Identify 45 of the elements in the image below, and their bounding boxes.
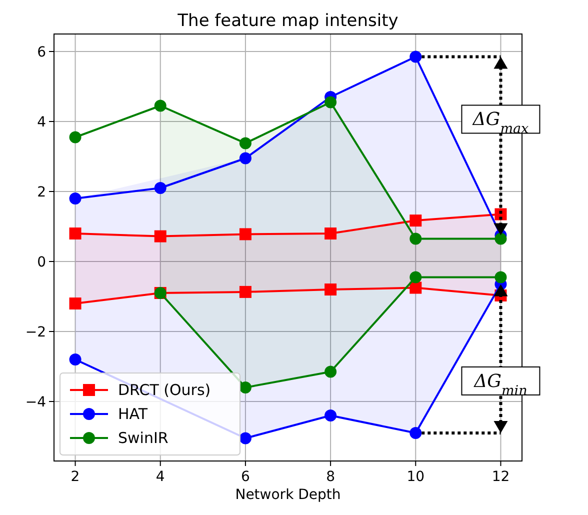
annotation: ΔG$_{max}$	[472, 109, 530, 138]
y-tick-label: 4	[37, 114, 46, 130]
point	[410, 271, 422, 284]
point	[239, 432, 252, 444]
point	[324, 284, 337, 296]
x-axis-title: Network Depth	[235, 487, 341, 503]
x-tick-label: 4	[156, 469, 165, 485]
point	[410, 427, 422, 439]
y-tick-label: −2	[25, 324, 46, 340]
point	[239, 152, 252, 164]
x-tick-label: 10	[406, 469, 425, 485]
point	[69, 131, 82, 144]
point	[69, 192, 82, 204]
point	[410, 50, 422, 63]
point	[69, 228, 82, 240]
x-tick-label: 12	[492, 469, 510, 485]
point	[494, 232, 507, 245]
point	[154, 230, 166, 242]
x-tick-label: 2	[70, 469, 80, 485]
chart-title: The feature map intensity	[176, 11, 398, 31]
point	[154, 182, 166, 194]
point	[324, 366, 337, 378]
point	[324, 96, 337, 108]
point	[239, 382, 252, 394]
point	[324, 410, 337, 422]
legend-label: SwinIR	[118, 429, 168, 447]
point	[239, 137, 252, 150]
y-tick-label: 0	[37, 254, 46, 270]
point	[239, 286, 252, 298]
point	[239, 228, 252, 240]
point	[69, 298, 82, 310]
legend-label: HAT	[118, 405, 148, 423]
point	[494, 271, 507, 284]
x-tick-label: 6	[240, 469, 250, 485]
point	[410, 214, 422, 227]
point	[410, 232, 422, 245]
y-tick-label: −4	[25, 394, 46, 410]
point	[324, 228, 337, 240]
point	[154, 100, 166, 112]
y-tick-label: 6	[37, 44, 46, 60]
y-tick-label: 2	[37, 184, 46, 200]
point	[410, 282, 422, 294]
point	[69, 354, 82, 366]
x-tick-label: 8	[326, 469, 336, 485]
legend-label: DRCT (Ours)	[118, 381, 211, 399]
